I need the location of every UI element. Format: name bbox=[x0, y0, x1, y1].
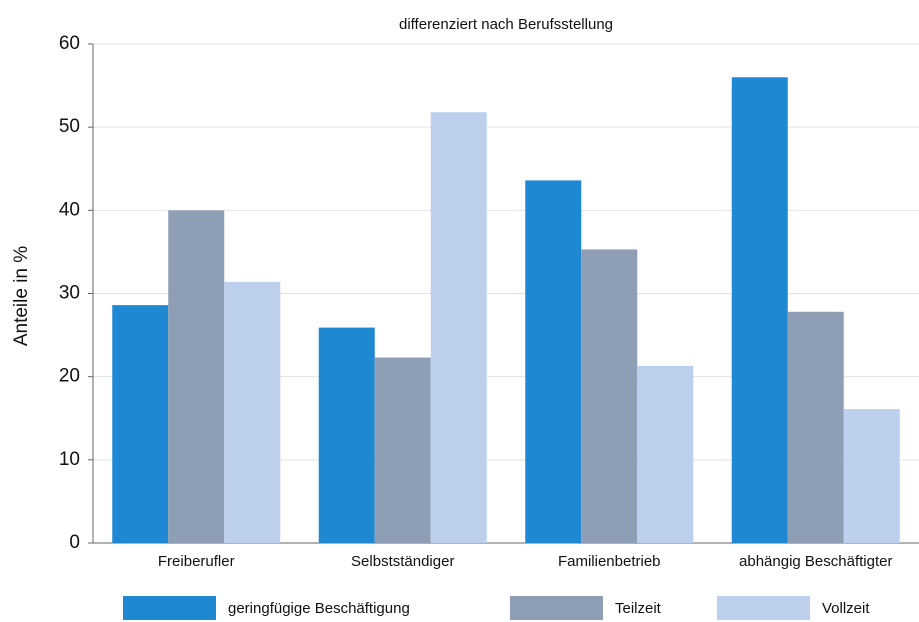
legend-label: geringfügige Beschäftigung bbox=[228, 600, 410, 617]
x-tick-label: abhängig Beschäftigter bbox=[739, 553, 892, 570]
legend-swatch bbox=[510, 596, 603, 620]
bar bbox=[843, 409, 900, 543]
x-tick-label: Freiberufler bbox=[158, 553, 235, 570]
y-axis-label: Anteile in % bbox=[11, 246, 32, 346]
x-tick-label: Selbstständiger bbox=[351, 553, 454, 570]
y-tick-label: 60 bbox=[59, 33, 80, 54]
y-tick-label: 50 bbox=[59, 116, 80, 137]
bar bbox=[224, 281, 281, 543]
legend-label: Teilzeit bbox=[615, 600, 662, 617]
y-tick-label: 0 bbox=[69, 532, 80, 553]
y-tick-label: 40 bbox=[59, 199, 80, 220]
bar bbox=[374, 357, 431, 543]
legend-swatch bbox=[717, 596, 810, 620]
y-tick-label: 30 bbox=[59, 283, 80, 304]
bar bbox=[168, 210, 225, 544]
bar bbox=[787, 311, 844, 543]
legend-label: Vollzeit bbox=[822, 600, 870, 617]
bar bbox=[430, 112, 487, 544]
bar bbox=[525, 180, 582, 544]
y-tick-label: 20 bbox=[59, 366, 80, 387]
x-tick-label: Familienbetrieb bbox=[558, 553, 661, 570]
chart-title: differenziert nach Berufsstellung bbox=[399, 16, 613, 33]
bar bbox=[731, 77, 788, 544]
bar bbox=[318, 327, 375, 543]
y-tick-label: 10 bbox=[59, 449, 80, 470]
bar bbox=[112, 305, 169, 543]
legend-swatch bbox=[123, 596, 216, 620]
bar bbox=[581, 249, 638, 543]
bar bbox=[637, 365, 694, 543]
